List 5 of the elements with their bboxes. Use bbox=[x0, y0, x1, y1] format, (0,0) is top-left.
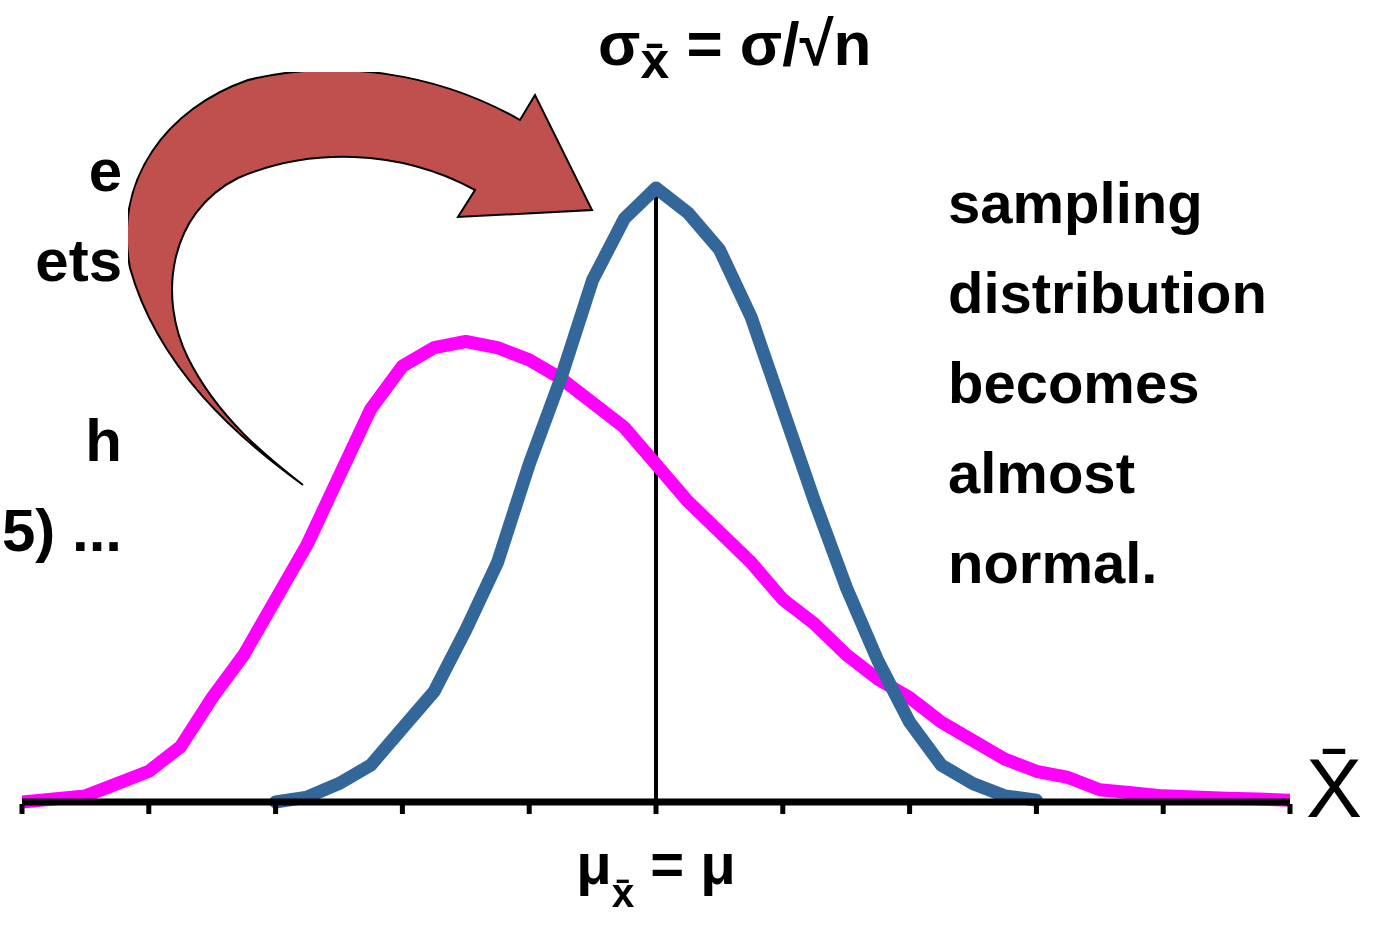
text: σ$_{x̄}$ = σ/√n bbox=[598, 8, 872, 91]
x-axis-title: X̄ bbox=[1306, 740, 1363, 837]
annotation: sampling distribution becomes almost normal. bbox=[948, 169, 1267, 597]
text: e ets h 5) ... bbox=[2, 137, 123, 564]
text: μ$_{x̄}$ = μ bbox=[576, 831, 736, 916]
